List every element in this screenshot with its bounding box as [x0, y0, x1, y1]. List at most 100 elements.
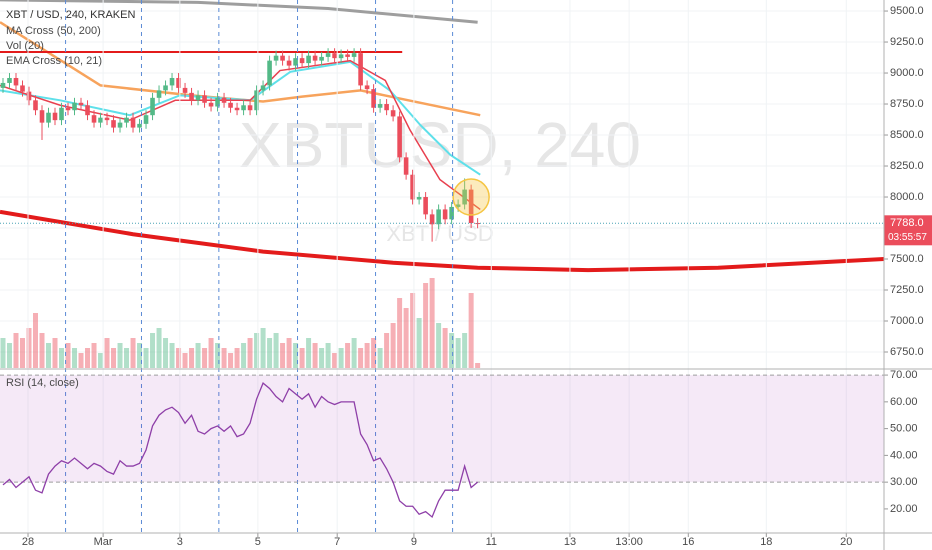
volume-bar: [371, 338, 377, 368]
volume-bar: [280, 343, 286, 368]
countdown-label: 03:55:57: [888, 232, 927, 243]
y-tick-label: 8000.0: [890, 191, 924, 203]
volume-bar: [416, 318, 422, 368]
indicator-line: [0, 21, 481, 117]
legend-entry[interactable]: EMA Cross (10, 21): [6, 55, 102, 67]
y-tick-label: 7250.0: [890, 284, 924, 296]
candle-body: [377, 104, 383, 108]
candle-body: [130, 117, 136, 128]
volume-bar: [130, 338, 136, 368]
volume-bar: [98, 353, 104, 368]
volume-bar: [111, 348, 117, 368]
volume-bar: [338, 348, 344, 368]
volume-bar: [143, 348, 149, 368]
candle-body: [429, 214, 435, 225]
candle-body: [52, 112, 58, 121]
x-tick-label: 3: [177, 536, 183, 548]
candle-body: [202, 95, 207, 103]
volume-bar: [26, 328, 32, 368]
price-pane: [0, 0, 884, 368]
y-tick-label: 9500.0: [890, 5, 924, 17]
candle-body: [390, 110, 396, 117]
volume-bar: [19, 338, 25, 368]
candle-body: [306, 55, 311, 64]
volume-bar: [13, 333, 19, 368]
volume-bar: [423, 283, 429, 368]
symbol-title[interactable]: XBT / USD, 240, KRAKEN: [6, 9, 135, 21]
candle-body: [85, 105, 90, 116]
volume-bar: [91, 343, 97, 368]
candle-body: [416, 197, 422, 200]
volume-bar: [312, 343, 318, 368]
candle-body: [104, 117, 110, 121]
volume-bar: [189, 348, 195, 368]
legend-entry[interactable]: Vol (20): [6, 40, 44, 52]
candle-body: [332, 53, 337, 59]
volume-bar: [468, 293, 474, 368]
volume-bar: [85, 348, 91, 368]
volume-bar: [150, 333, 156, 368]
candle-body: [312, 55, 318, 61]
rsi-title[interactable]: RSI (14, close): [6, 377, 79, 389]
volume-bar: [384, 333, 390, 368]
indicator-line: [0, 209, 884, 273]
legend-entry[interactable]: MA Cross (50, 200): [6, 25, 101, 37]
x-tick-label: 5: [255, 536, 261, 548]
candle-body: [59, 107, 64, 121]
volume-bar: [208, 338, 214, 368]
candle-body: [293, 58, 298, 66]
last-price-tag: [884, 215, 932, 246]
y-tick-label: 8750.0: [890, 98, 924, 110]
y-tick-label: 7500.0: [890, 253, 924, 265]
candle-body: [156, 90, 162, 98]
x-tick-label: 13: [564, 536, 576, 548]
volume-bar: [241, 343, 247, 368]
volume-bar: [449, 333, 455, 368]
volume-bar: [436, 323, 442, 368]
y-tick-label: 20.00: [890, 503, 918, 515]
candle-body: [182, 87, 188, 93]
y-tick-label: 70.00: [890, 369, 918, 381]
volume-bar: [215, 343, 221, 368]
candle-body: [442, 209, 448, 220]
candle-body: [163, 85, 168, 91]
volume-bar: [247, 338, 253, 368]
volume-bar: [475, 363, 481, 368]
volume-bar: [228, 353, 234, 368]
candle-body: [449, 206, 454, 220]
candle-body: [26, 91, 32, 101]
x-tick-label: 16: [682, 536, 694, 548]
candle-body: [319, 56, 324, 61]
volume-bar: [377, 348, 383, 368]
candle-body: [410, 174, 415, 200]
volume-bar: [273, 333, 279, 368]
volume-bar: [59, 348, 65, 368]
volume-bar: [410, 293, 416, 368]
volume-bar: [319, 348, 325, 368]
volume-bar: [332, 353, 338, 368]
candle-body: [468, 189, 474, 224]
candle-body: [455, 204, 461, 207]
y-tick-label: 9250.0: [890, 36, 924, 48]
candle-body: [46, 112, 51, 123]
volume-bar: [267, 338, 273, 368]
candle-body: [299, 58, 305, 64]
candle-body: [351, 53, 357, 57]
volume-bar: [156, 328, 162, 368]
volume-bar: [358, 348, 364, 368]
candle-body: [189, 92, 194, 101]
candle-body: [91, 115, 97, 123]
candle-body: [234, 107, 240, 111]
volume-bar: [202, 348, 208, 368]
candle-body: [273, 55, 279, 61]
volume-bar: [345, 343, 351, 368]
watermark-symbol: XBT / USD: [386, 221, 493, 246]
volume-bar: [182, 353, 188, 368]
x-tick-label: 11: [486, 536, 497, 548]
candle-body: [78, 102, 84, 106]
candle-body: [228, 102, 233, 108]
volume-bar: [390, 323, 396, 368]
candle-body: [286, 60, 292, 66]
volume-bar: [169, 343, 175, 368]
